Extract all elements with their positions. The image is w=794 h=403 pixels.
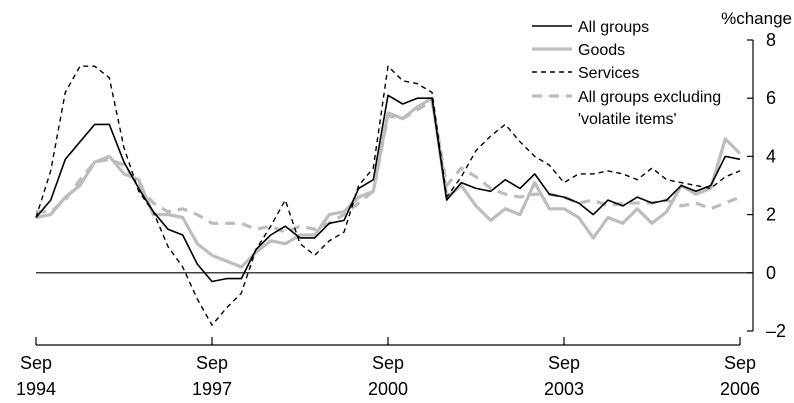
x-tick-label-year: 2000 bbox=[368, 379, 408, 399]
x-tick-label-month: Sep bbox=[724, 353, 756, 373]
series-layer bbox=[35, 65, 742, 326]
y-unit-label: %change bbox=[721, 9, 792, 28]
axes-layer: 8 6 4 2 0 –2 %change Sep 1994 Sep 1997 Sep 2000 Sep 20… bbox=[16, 9, 792, 399]
x-tick-label-month: Sep bbox=[372, 353, 404, 373]
x-tick-label-year: 1997 bbox=[192, 379, 232, 399]
x-tick-label-month: Sep bbox=[548, 353, 580, 373]
x-tick-label-month: Sep bbox=[20, 353, 52, 373]
x-tick-label-year: 2006 bbox=[720, 379, 760, 399]
x-tick-label-year: 2003 bbox=[544, 379, 584, 399]
y-tick-label: –2 bbox=[766, 321, 786, 341]
y-tick-label: 4 bbox=[766, 146, 776, 166]
x-tick-label-year: 1994 bbox=[16, 379, 56, 399]
series-line-all-groups-excluding-volatile-items bbox=[36, 99, 741, 234]
legend-label: All groups bbox=[578, 19, 649, 36]
series-line-goods bbox=[35, 96, 742, 269]
legend: All groups Goods Services All groups exclud… bbox=[532, 19, 721, 128]
legend-label: All groups excluding bbox=[578, 89, 721, 106]
y-tick-label: 2 bbox=[766, 205, 776, 225]
y-tick-label: 0 bbox=[766, 263, 776, 283]
y-tick-label: 8 bbox=[766, 30, 776, 50]
legend-label: 'volatile items' bbox=[578, 111, 677, 128]
legend-label: Goods bbox=[578, 42, 625, 59]
legend-label: Services bbox=[578, 65, 639, 82]
x-tick-label-month: Sep bbox=[196, 353, 228, 373]
y-tick-label: 6 bbox=[766, 88, 776, 108]
series-line-all-groups bbox=[35, 94, 741, 283]
